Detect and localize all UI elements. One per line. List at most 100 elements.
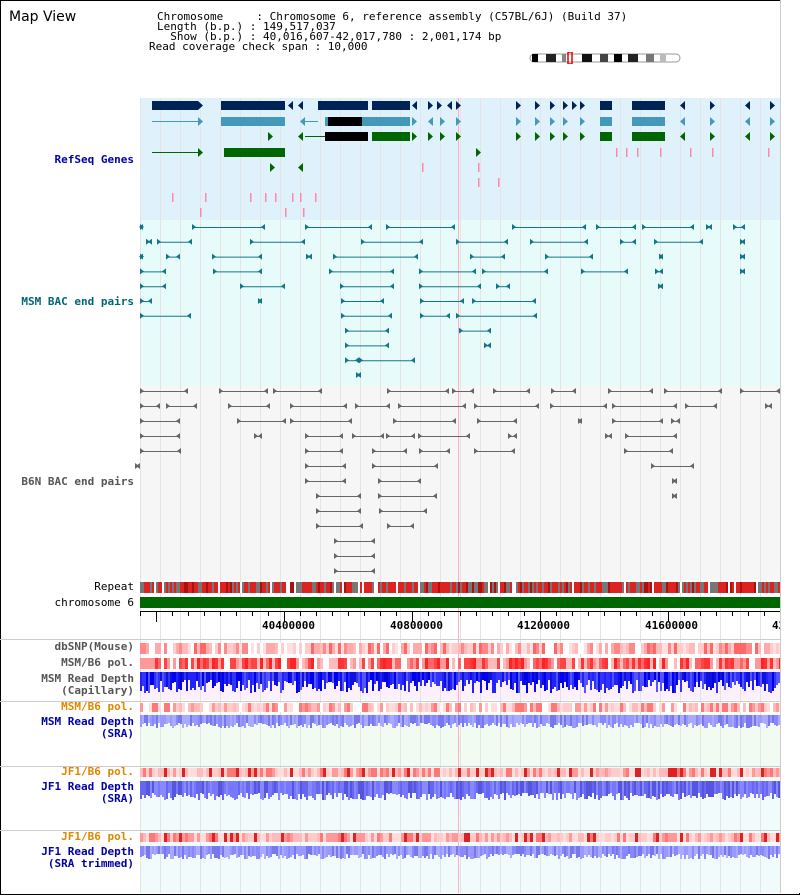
depth-bar-jf1-sra — [258, 781, 260, 793]
depth-bar-jf1-trimmed — [508, 846, 510, 855]
msm-pol-heat-cell — [152, 658, 155, 669]
ideogram-position-marker[interactable] — [567, 52, 573, 64]
dbsnp-heat-cell — [572, 643, 575, 654]
gene-strand-arrow — [563, 101, 568, 110]
msm-pol-heat-cell — [296, 658, 299, 669]
dbsnp-heat-cell — [446, 643, 449, 654]
track-label-jf1-pol-2[interactable]: JF1/B6 pol. — [61, 830, 134, 843]
jf1-pol-heat-cell — [374, 833, 377, 842]
depth-bar-msm-sra — [618, 715, 620, 727]
track-label-msm-pol-2[interactable]: MSM/B6 pol. — [61, 700, 134, 713]
repeat-segment — [672, 582, 674, 593]
depth-bar-msm-sra — [488, 715, 490, 726]
depth-bar-jf1-trimmed — [394, 846, 396, 854]
msm-pol-heat-cell — [398, 658, 401, 669]
dbsnp-heat-cell — [590, 643, 593, 654]
msm-pol-heat-cell — [341, 703, 344, 712]
depth-bar-msm-sra — [708, 715, 710, 723]
vertical-scrollbar[interactable] — [780, 0, 800, 893]
track-label-chromosome[interactable]: chromosome 6 — [54, 596, 134, 609]
track-label-jf1-pol-1[interactable]: JF1/B6 pol. — [61, 765, 134, 778]
track-label-msm-pol-1[interactable]: MSM/B6 pol. — [61, 656, 134, 669]
depth-bar-jf1-trimmed — [296, 846, 298, 854]
depth-bar-capillary — [228, 672, 230, 684]
repeat-segment — [714, 582, 716, 593]
track-label-jf1-depth-sra[interactable]: JF1 Read Depth (SRA) — [41, 780, 134, 805]
bac-end-marker — [334, 553, 338, 559]
track-label-dbsnp[interactable]: dbSNP(Mouse) — [54, 640, 134, 653]
msm-pol-heat-cell — [530, 703, 533, 712]
repeat-segment — [694, 582, 696, 593]
repeat-segment — [186, 582, 188, 593]
bac-end-marker — [139, 224, 143, 230]
bac-end-marker — [460, 298, 464, 304]
depth-bar-msm-sra — [400, 715, 402, 727]
track-label-refseq[interactable]: RefSeq Genes — [54, 153, 134, 166]
jf1-pol-heat-cell — [626, 833, 629, 842]
depth-bar-msm-sra — [636, 715, 638, 723]
dbsnp-heat-cell — [395, 643, 398, 654]
msm-pol-heat-cell — [179, 658, 182, 669]
bac-end-marker — [456, 312, 460, 319]
depth-bar-jf1-sra — [428, 781, 430, 794]
msm-pol-heat-cell — [389, 658, 392, 669]
depth-bar-jf1-trimmed — [412, 846, 414, 858]
depth-bar-jf1-trimmed — [360, 846, 362, 857]
depth-bar-msm-sra — [592, 715, 594, 725]
track-label-jf1-depth-trimmed[interactable]: JF1 Read Depth (SRA trimmed) — [41, 845, 134, 870]
depth-bar-jf1-sra — [400, 781, 402, 797]
dbsnp-heat-cell — [437, 643, 440, 654]
repeat-segment — [238, 582, 240, 593]
depth-bar-msm-sra — [382, 715, 384, 727]
chromosome-ideogram[interactable] — [528, 52, 682, 64]
dbsnp-heat-cell — [506, 643, 509, 654]
msm-pol-heat-cell — [329, 703, 332, 712]
jf1-pol-heat-cell — [167, 768, 170, 777]
depth-bar-jf1-trimmed — [542, 846, 544, 854]
depth-bar-jf1-trimmed — [140, 846, 142, 857]
jf1-pol-heat-cell — [647, 833, 650, 842]
depth-bar-msm-sra — [562, 715, 564, 728]
msm-pol-heat-cell — [668, 703, 671, 712]
depth-bar-jf1-trimmed — [476, 846, 478, 858]
depth-bar-jf1-sra — [220, 781, 222, 795]
msm-pol-heat-cell — [257, 703, 260, 712]
jf1-pol-heat-cell — [383, 768, 386, 777]
jf1-pol-heat-cell — [674, 768, 677, 777]
repeat-segment — [586, 582, 588, 593]
msm-pol-heat-cell — [755, 658, 758, 669]
depth-bar-capillary — [384, 672, 386, 682]
track-label-b6n-bac[interactable]: B6N BAC end pairs — [21, 475, 134, 488]
depth-bar-msm-sra — [258, 715, 260, 723]
jf1-pol-heat-cell — [509, 768, 512, 777]
msm-pol-heat-cell — [704, 703, 707, 712]
bac-end-marker — [157, 238, 161, 245]
repeat-segment — [298, 582, 300, 593]
jf1-pol-heat-cell — [194, 833, 197, 842]
dbsnp-heat-cell — [770, 643, 773, 654]
depth-bar-jf1-trimmed — [362, 846, 364, 854]
depth-bar-msm-sra — [212, 715, 214, 726]
track-label-msm-bac[interactable]: MSM BAC end pairs — [21, 295, 134, 308]
dbsnp-heat-cell — [608, 643, 611, 654]
repeat-segment — [170, 582, 172, 593]
track-label-repeat[interactable]: Repeat — [94, 580, 134, 593]
depth-bar-capillary — [478, 672, 480, 682]
track-label-msm-depth-capillary[interactable]: MSM Read Depth (Capillary) — [41, 672, 134, 697]
msm-pol-heat-cell — [707, 703, 710, 712]
jf1-pol-heat-cell — [737, 768, 740, 777]
msm-pol-heat-cell — [422, 658, 425, 669]
bac-end-marker — [551, 388, 555, 394]
depth-bar-jf1-sra — [702, 781, 704, 799]
msm-pol-heat-cell — [371, 703, 374, 712]
jf1-pol-heat-cell — [569, 768, 572, 777]
track-label-msm-depth-sra[interactable]: MSM Read Depth (SRA) — [41, 715, 134, 740]
depth-bar-capillary — [174, 672, 176, 682]
depth-bar-msm-sra — [200, 715, 202, 724]
dbsnp-heat-cell — [374, 643, 377, 654]
jf1-pol-heat-cell — [194, 768, 197, 777]
depth-bar-jf1-sra — [412, 781, 414, 793]
jf1-pol-heat-cell — [314, 768, 317, 777]
jf1-pol-heat-cell — [293, 768, 296, 777]
depth-bar-jf1-sra — [730, 781, 732, 797]
